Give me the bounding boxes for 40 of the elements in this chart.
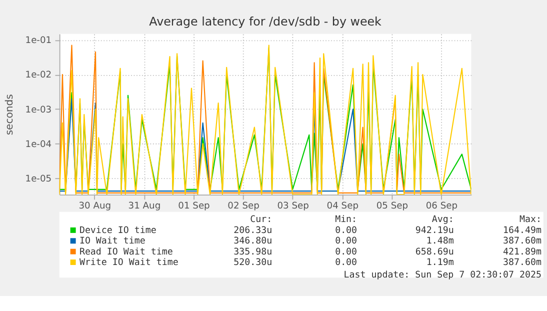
text: Avg:	[432, 214, 454, 225]
y-tick-label: 1e-03	[25, 105, 52, 116]
y-tick-label: 1e-01	[25, 36, 52, 46]
text: Min:	[335, 214, 358, 225]
text: Last update: Sun Sep 7 02:30:07 2025	[344, 270, 542, 280]
y-axis-title: seconds	[4, 94, 16, 136]
text: 206.33u	[234, 226, 272, 236]
x-tick-label: 05 Sep	[376, 202, 408, 212]
text: Max:	[520, 214, 542, 225]
text: 0.00	[335, 236, 358, 247]
x-tick-label: 02 Sep	[228, 202, 260, 212]
text: 164.49m	[503, 226, 542, 236]
x-tick-label: 06 Sep	[426, 202, 458, 212]
y-tick-label: 1e-02	[25, 70, 52, 81]
text: 1.48m	[426, 236, 454, 247]
legend-label: Write IO Wait time	[79, 258, 178, 268]
text: 520.30u	[234, 258, 272, 268]
x-tick-label: 01 Sep	[178, 202, 210, 212]
x-tick-label: 31 Aug	[128, 202, 161, 212]
y-tick-label: 1e-05	[25, 174, 52, 185]
text: 387.60m	[503, 236, 542, 247]
text: Cur:	[250, 214, 272, 225]
text: 942.19u	[415, 226, 454, 236]
text: 0.00	[335, 247, 358, 258]
legend-label: Device IO time	[79, 226, 156, 236]
text: 0.00	[335, 226, 358, 236]
text: 335.98u	[234, 247, 272, 258]
text: 1.19m	[426, 258, 454, 268]
text: 387.60m	[503, 258, 542, 268]
text: 346.80u	[234, 236, 272, 247]
x-tick-label: 30 Aug	[78, 202, 112, 212]
x-tick-label: 03 Sep	[277, 202, 310, 212]
text: 658.69u	[415, 247, 454, 258]
text: 421.89m	[503, 247, 542, 258]
x-tick-label: 04 Sep	[326, 202, 359, 212]
legend-label: Read IO Wait time	[79, 247, 173, 258]
chart-title: Average latency for /dev/sdb - by week	[149, 14, 382, 29]
y-tick-label: 1e-04	[25, 140, 52, 150]
text: 0.00	[335, 258, 358, 268]
legend-label: IO Wait time	[79, 236, 146, 247]
